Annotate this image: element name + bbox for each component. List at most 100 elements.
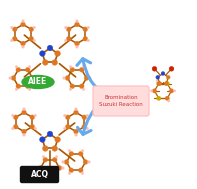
- Circle shape: [11, 114, 14, 117]
- Circle shape: [11, 76, 16, 80]
- Circle shape: [79, 84, 84, 88]
- Circle shape: [13, 115, 18, 120]
- Circle shape: [23, 134, 25, 136]
- Circle shape: [22, 129, 26, 134]
- Circle shape: [57, 166, 62, 170]
- Circle shape: [83, 160, 88, 164]
- Circle shape: [23, 108, 25, 110]
- Circle shape: [12, 36, 17, 41]
- Circle shape: [29, 36, 33, 41]
- Circle shape: [82, 115, 86, 120]
- Circle shape: [34, 114, 36, 117]
- Circle shape: [10, 26, 13, 29]
- Circle shape: [55, 178, 58, 180]
- Circle shape: [65, 26, 67, 29]
- Circle shape: [40, 137, 45, 142]
- Circle shape: [33, 39, 35, 42]
- Circle shape: [33, 26, 35, 29]
- Circle shape: [69, 88, 72, 91]
- Circle shape: [166, 75, 170, 79]
- Circle shape: [42, 156, 45, 158]
- Circle shape: [65, 124, 70, 129]
- Ellipse shape: [22, 75, 54, 88]
- Circle shape: [157, 96, 161, 100]
- Circle shape: [82, 88, 85, 91]
- Circle shape: [55, 156, 58, 158]
- Text: AIEE: AIEE: [28, 77, 48, 87]
- Circle shape: [169, 66, 174, 71]
- Circle shape: [75, 22, 79, 27]
- Circle shape: [63, 127, 66, 130]
- Circle shape: [13, 124, 18, 129]
- Circle shape: [87, 39, 89, 42]
- Circle shape: [16, 84, 20, 88]
- Circle shape: [89, 77, 91, 79]
- Circle shape: [70, 67, 74, 72]
- Circle shape: [68, 149, 71, 152]
- Circle shape: [83, 36, 87, 41]
- Circle shape: [165, 96, 169, 100]
- Circle shape: [82, 66, 85, 68]
- Circle shape: [157, 81, 161, 86]
- Circle shape: [65, 76, 70, 80]
- Circle shape: [82, 124, 86, 129]
- Circle shape: [165, 81, 169, 86]
- Circle shape: [63, 114, 66, 117]
- Circle shape: [34, 127, 36, 130]
- Circle shape: [150, 90, 152, 92]
- Text: ACQ: ACQ: [31, 170, 48, 179]
- Circle shape: [52, 157, 57, 162]
- Circle shape: [43, 146, 48, 151]
- Circle shape: [12, 27, 17, 32]
- Circle shape: [47, 45, 53, 51]
- Circle shape: [29, 27, 33, 32]
- Circle shape: [81, 149, 84, 152]
- Circle shape: [15, 88, 18, 91]
- Circle shape: [10, 39, 13, 42]
- Circle shape: [79, 67, 84, 72]
- Circle shape: [78, 168, 83, 173]
- FancyBboxPatch shape: [20, 167, 59, 183]
- Circle shape: [174, 90, 176, 92]
- Circle shape: [70, 84, 74, 88]
- Circle shape: [161, 72, 165, 75]
- Circle shape: [76, 20, 78, 22]
- Circle shape: [30, 76, 35, 80]
- Circle shape: [28, 88, 31, 91]
- Circle shape: [43, 60, 48, 65]
- Circle shape: [86, 114, 88, 117]
- Circle shape: [84, 76, 89, 80]
- Circle shape: [15, 66, 18, 68]
- Circle shape: [28, 66, 31, 68]
- Circle shape: [38, 166, 43, 170]
- Circle shape: [62, 167, 64, 169]
- Circle shape: [74, 110, 78, 115]
- Circle shape: [87, 26, 89, 29]
- Circle shape: [11, 127, 14, 130]
- Circle shape: [152, 66, 157, 71]
- Circle shape: [75, 134, 77, 136]
- Circle shape: [52, 146, 58, 151]
- Circle shape: [68, 172, 71, 174]
- Circle shape: [25, 67, 30, 72]
- Circle shape: [74, 129, 78, 134]
- Text: Bromination
Suzuki Reaction: Bromination Suzuki Reaction: [99, 95, 143, 107]
- Circle shape: [35, 77, 37, 79]
- Circle shape: [55, 51, 60, 56]
- Circle shape: [16, 67, 20, 72]
- Circle shape: [30, 124, 34, 129]
- Circle shape: [43, 157, 47, 162]
- Circle shape: [168, 100, 170, 102]
- Circle shape: [62, 161, 64, 163]
- Circle shape: [22, 20, 24, 22]
- Circle shape: [21, 22, 25, 27]
- Circle shape: [9, 77, 11, 79]
- Circle shape: [30, 115, 34, 120]
- Circle shape: [66, 36, 71, 41]
- Circle shape: [156, 75, 160, 79]
- Circle shape: [66, 27, 71, 32]
- Circle shape: [69, 151, 73, 156]
- Circle shape: [36, 167, 38, 169]
- Circle shape: [21, 41, 25, 46]
- Circle shape: [78, 151, 83, 156]
